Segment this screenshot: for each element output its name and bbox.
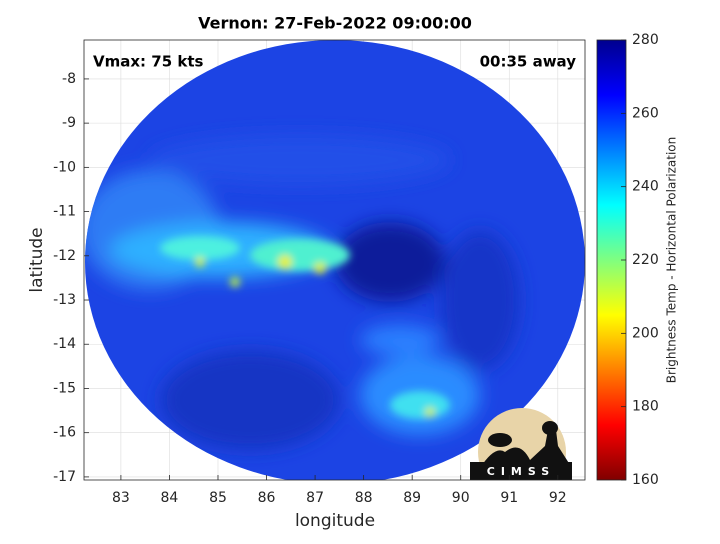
colorbar-tick-label: 180 xyxy=(632,399,659,415)
x-tick-label: 85 xyxy=(209,490,227,506)
chart-title: Vernon: 27-Feb-2022 09:00:00 xyxy=(198,14,472,33)
y-tick-label: -9 xyxy=(62,115,76,131)
x-tick-label: 90 xyxy=(452,490,470,506)
x-tick-label: 87 xyxy=(306,490,324,506)
colorbar-tick-label: 220 xyxy=(632,252,659,268)
y-tick-label: -15 xyxy=(53,380,76,396)
y-axis-label: latitude xyxy=(27,227,47,292)
y-tick-label: -14 xyxy=(53,336,76,352)
colorbar-tick-label: 240 xyxy=(632,179,659,195)
x-tick-label: 88 xyxy=(355,490,373,506)
y-tick-label: -8 xyxy=(62,71,76,87)
x-tick-label: 83 xyxy=(112,490,130,506)
logo-text: CIMSS xyxy=(487,465,555,478)
y-tick-label: -11 xyxy=(53,204,76,220)
x-tick-label: 89 xyxy=(403,490,421,506)
x-tick-label: 86 xyxy=(258,490,276,506)
colorbar-tick-label: 280 xyxy=(632,32,659,48)
y-tick-label: -10 xyxy=(53,159,76,175)
annotation: Vmax: 75 kts xyxy=(93,53,203,71)
logo: CIMSS xyxy=(470,408,572,480)
x-tick-label: 92 xyxy=(549,490,567,506)
x-tick-label: 84 xyxy=(161,490,179,506)
y-tick-label: -17 xyxy=(53,469,76,485)
colorbar-label: Brightness Temp - Horizontal Polarizatio… xyxy=(665,137,679,384)
colorbar-tick-label: 160 xyxy=(632,472,659,488)
x-tick-label: 91 xyxy=(500,490,518,506)
y-tick-label: -16 xyxy=(53,425,76,441)
colorbar-tick-label: 200 xyxy=(632,325,659,341)
y-tick-label: -12 xyxy=(53,248,76,264)
x-axis-label: longitude xyxy=(295,511,375,531)
colorbar-tick-label: 260 xyxy=(632,105,659,121)
plot-frame xyxy=(83,39,586,481)
satellite-image: CIMSS xyxy=(85,40,585,480)
y-tick-label: -13 xyxy=(53,292,76,308)
annotation: 00:35 away xyxy=(480,53,577,71)
